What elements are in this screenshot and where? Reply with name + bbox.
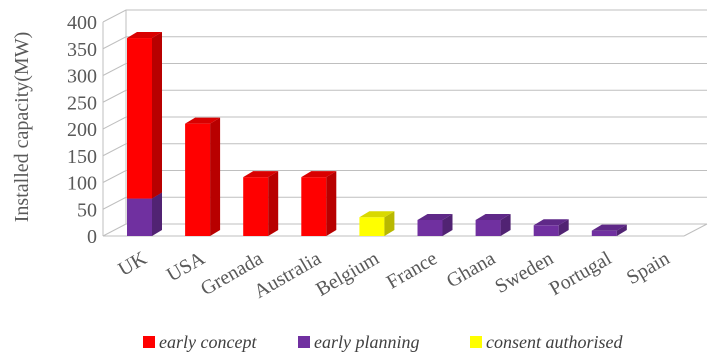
bar-early-concept-usa [185, 117, 221, 236]
bar-front [475, 219, 501, 236]
legend-item-consent-authorised: consent authorised [470, 332, 623, 352]
bar-top [185, 117, 221, 124]
y-tick-label: 200 [67, 119, 97, 141]
x-tick-label: UK [114, 247, 150, 281]
bar-early-planning-france [417, 213, 453, 236]
y-tick-label: 150 [67, 146, 97, 168]
bar-side [500, 213, 511, 236]
gridline [102, 170, 707, 183]
bar-early-planning-ghana [475, 213, 511, 236]
gridline [102, 63, 707, 76]
bar-front [243, 177, 269, 236]
y-tick-label: 0 [87, 226, 97, 248]
bar-top [475, 213, 511, 220]
bars [127, 32, 627, 236]
gridlines [102, 9, 707, 225]
legend-item-early-planning: early planning [298, 332, 420, 352]
bar-early-concept-grenada [243, 171, 279, 236]
x-tick-label: Spain [623, 247, 673, 289]
gridline [102, 89, 707, 103]
bar-top [591, 224, 627, 231]
bar-side [442, 213, 453, 236]
y-tick-label: 300 [67, 66, 97, 88]
legend-swatch [470, 336, 482, 348]
gridline [102, 116, 707, 130]
bar-side [152, 32, 162, 199]
bar-front [127, 38, 152, 199]
bar-early-planning-portugal [591, 224, 627, 236]
gridline [102, 9, 707, 23]
gridline [102, 196, 707, 210]
bar-side [558, 219, 569, 236]
bar-front [417, 219, 443, 236]
bar-side [326, 171, 337, 236]
legend-swatch [298, 336, 310, 348]
x-tick-label: France [383, 247, 441, 293]
bar-early-concept-australia [301, 171, 337, 236]
legend: early concept early planning consent autho… [143, 332, 623, 352]
bar-top [127, 32, 162, 39]
legend-item-early-concept: early concept [143, 332, 257, 352]
y-tick-label: 350 [67, 39, 97, 61]
floor-edge-left [102, 223, 127, 237]
y-tick-label: 100 [67, 173, 97, 195]
bar-top [301, 171, 337, 178]
bar-early-planning-uk [127, 192, 162, 236]
legend-label: early planning [314, 332, 420, 352]
y-axis-ticks: 0 50 100 150 200 250 300 350 400 [67, 12, 97, 248]
bar-top [359, 211, 395, 218]
bar-front [591, 230, 617, 236]
legend-label: early concept [159, 332, 257, 352]
bar-consent-authorised-belgium [359, 211, 395, 236]
bar-front [301, 177, 327, 236]
legend-swatch [143, 336, 155, 348]
legend-label: consent authorised [486, 332, 623, 352]
x-tick-label: Belgium [312, 247, 383, 301]
bar-top [243, 171, 279, 178]
x-tick-label: Sweden [491, 247, 557, 298]
bar-top [417, 213, 453, 220]
gridline [102, 143, 707, 157]
y-tick-label: 50 [77, 199, 97, 221]
x-tick-label: Ghana [443, 247, 499, 292]
bar-side [384, 211, 395, 236]
bar-side [616, 224, 627, 236]
y-tick-label: 400 [67, 12, 97, 34]
y-tick-label: 250 [67, 92, 97, 114]
bar-front [127, 198, 152, 236]
bar-front [359, 217, 385, 236]
bar-front [185, 123, 211, 236]
bar-early-planning-sweden [533, 219, 569, 236]
x-tick-label: Portugal [546, 247, 616, 300]
bar-top [533, 219, 569, 226]
bar-early-concept-uk [127, 32, 162, 199]
floor-edge-right [683, 223, 708, 237]
bar-side [152, 192, 162, 236]
bar-front [533, 225, 559, 236]
y-axis-label: Installed capacity(MW) [11, 32, 33, 222]
gridline [102, 36, 707, 50]
bar-side [210, 117, 221, 236]
bar-side [268, 171, 279, 236]
x-tick-label: Australia [250, 247, 325, 303]
